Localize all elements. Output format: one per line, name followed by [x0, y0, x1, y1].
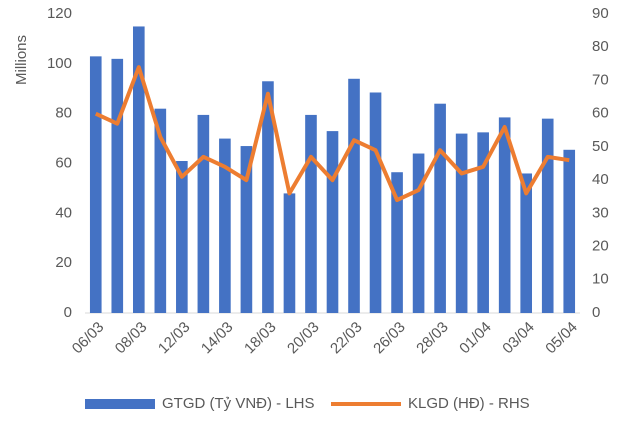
bar: [132, 26, 145, 313]
y-tick-label: 100: [47, 55, 72, 72]
y-axis-label: Millions: [13, 35, 30, 85]
bar: [197, 114, 210, 313]
bar: [262, 81, 274, 314]
x-tick-label: 05/04: [542, 319, 581, 358]
bar: [498, 117, 511, 313]
x-tick-label: 22/03: [327, 319, 366, 358]
y2-tick-label: 90: [592, 5, 609, 22]
y-tick-label: 80: [55, 105, 72, 122]
bar: [154, 108, 167, 313]
line: [94, 65, 570, 203]
x-tick-label: 20/03: [284, 319, 323, 358]
y2-tick-label: 80: [592, 38, 609, 55]
y2-tick-label: 40: [592, 171, 609, 188]
bar: [111, 58, 124, 313]
bar: [369, 92, 382, 313]
x-tick-label: 08/03: [112, 319, 151, 358]
x-tick-label: 06/03: [69, 319, 108, 358]
bar: [240, 146, 253, 313]
bar: [477, 132, 489, 313]
bar: [326, 131, 339, 313]
y-tick-label: 120: [47, 5, 72, 22]
y2-tick-label: 0: [592, 304, 600, 321]
x-tick-label: 12/03: [155, 319, 194, 358]
x-tick-label: 01/04: [456, 319, 495, 358]
bar: [176, 161, 188, 313]
x-tick-label: 14/03: [198, 319, 237, 358]
y2-tick-label: 50: [592, 138, 609, 155]
bar: [541, 118, 554, 314]
y-tick-label: 40: [55, 204, 72, 221]
x-tick-label: 28/03: [413, 319, 452, 358]
bar: [219, 138, 231, 313]
y-tick-label: 0: [64, 304, 72, 321]
bar: [412, 153, 425, 313]
legend-label: GTGD (Tỷ VNĐ) - LHS: [162, 395, 315, 412]
bar: [283, 193, 296, 313]
bar: [563, 149, 576, 313]
y2-tick-label: 30: [592, 204, 609, 221]
y2-tick-label: 20: [592, 238, 609, 255]
y2-tick-label: 10: [592, 271, 609, 288]
bar: [391, 172, 403, 313]
bar: [434, 103, 446, 313]
bar: [455, 133, 468, 313]
legend-label: KLGD (HĐ) - RHS: [408, 395, 530, 412]
legend-swatch: [85, 399, 155, 409]
bar: [520, 173, 533, 313]
y2-tick-label: 60: [592, 105, 609, 122]
y-tick-label: 60: [55, 154, 72, 171]
y-tick-label: 20: [55, 254, 72, 271]
bar: [348, 78, 360, 314]
bar: [305, 114, 317, 313]
x-tick-label: 03/04: [499, 319, 538, 358]
x-tick-label: 18/03: [241, 319, 280, 358]
bar: [89, 56, 102, 313]
x-tick-label: 26/03: [370, 319, 409, 358]
y2-tick-label: 70: [592, 71, 609, 88]
